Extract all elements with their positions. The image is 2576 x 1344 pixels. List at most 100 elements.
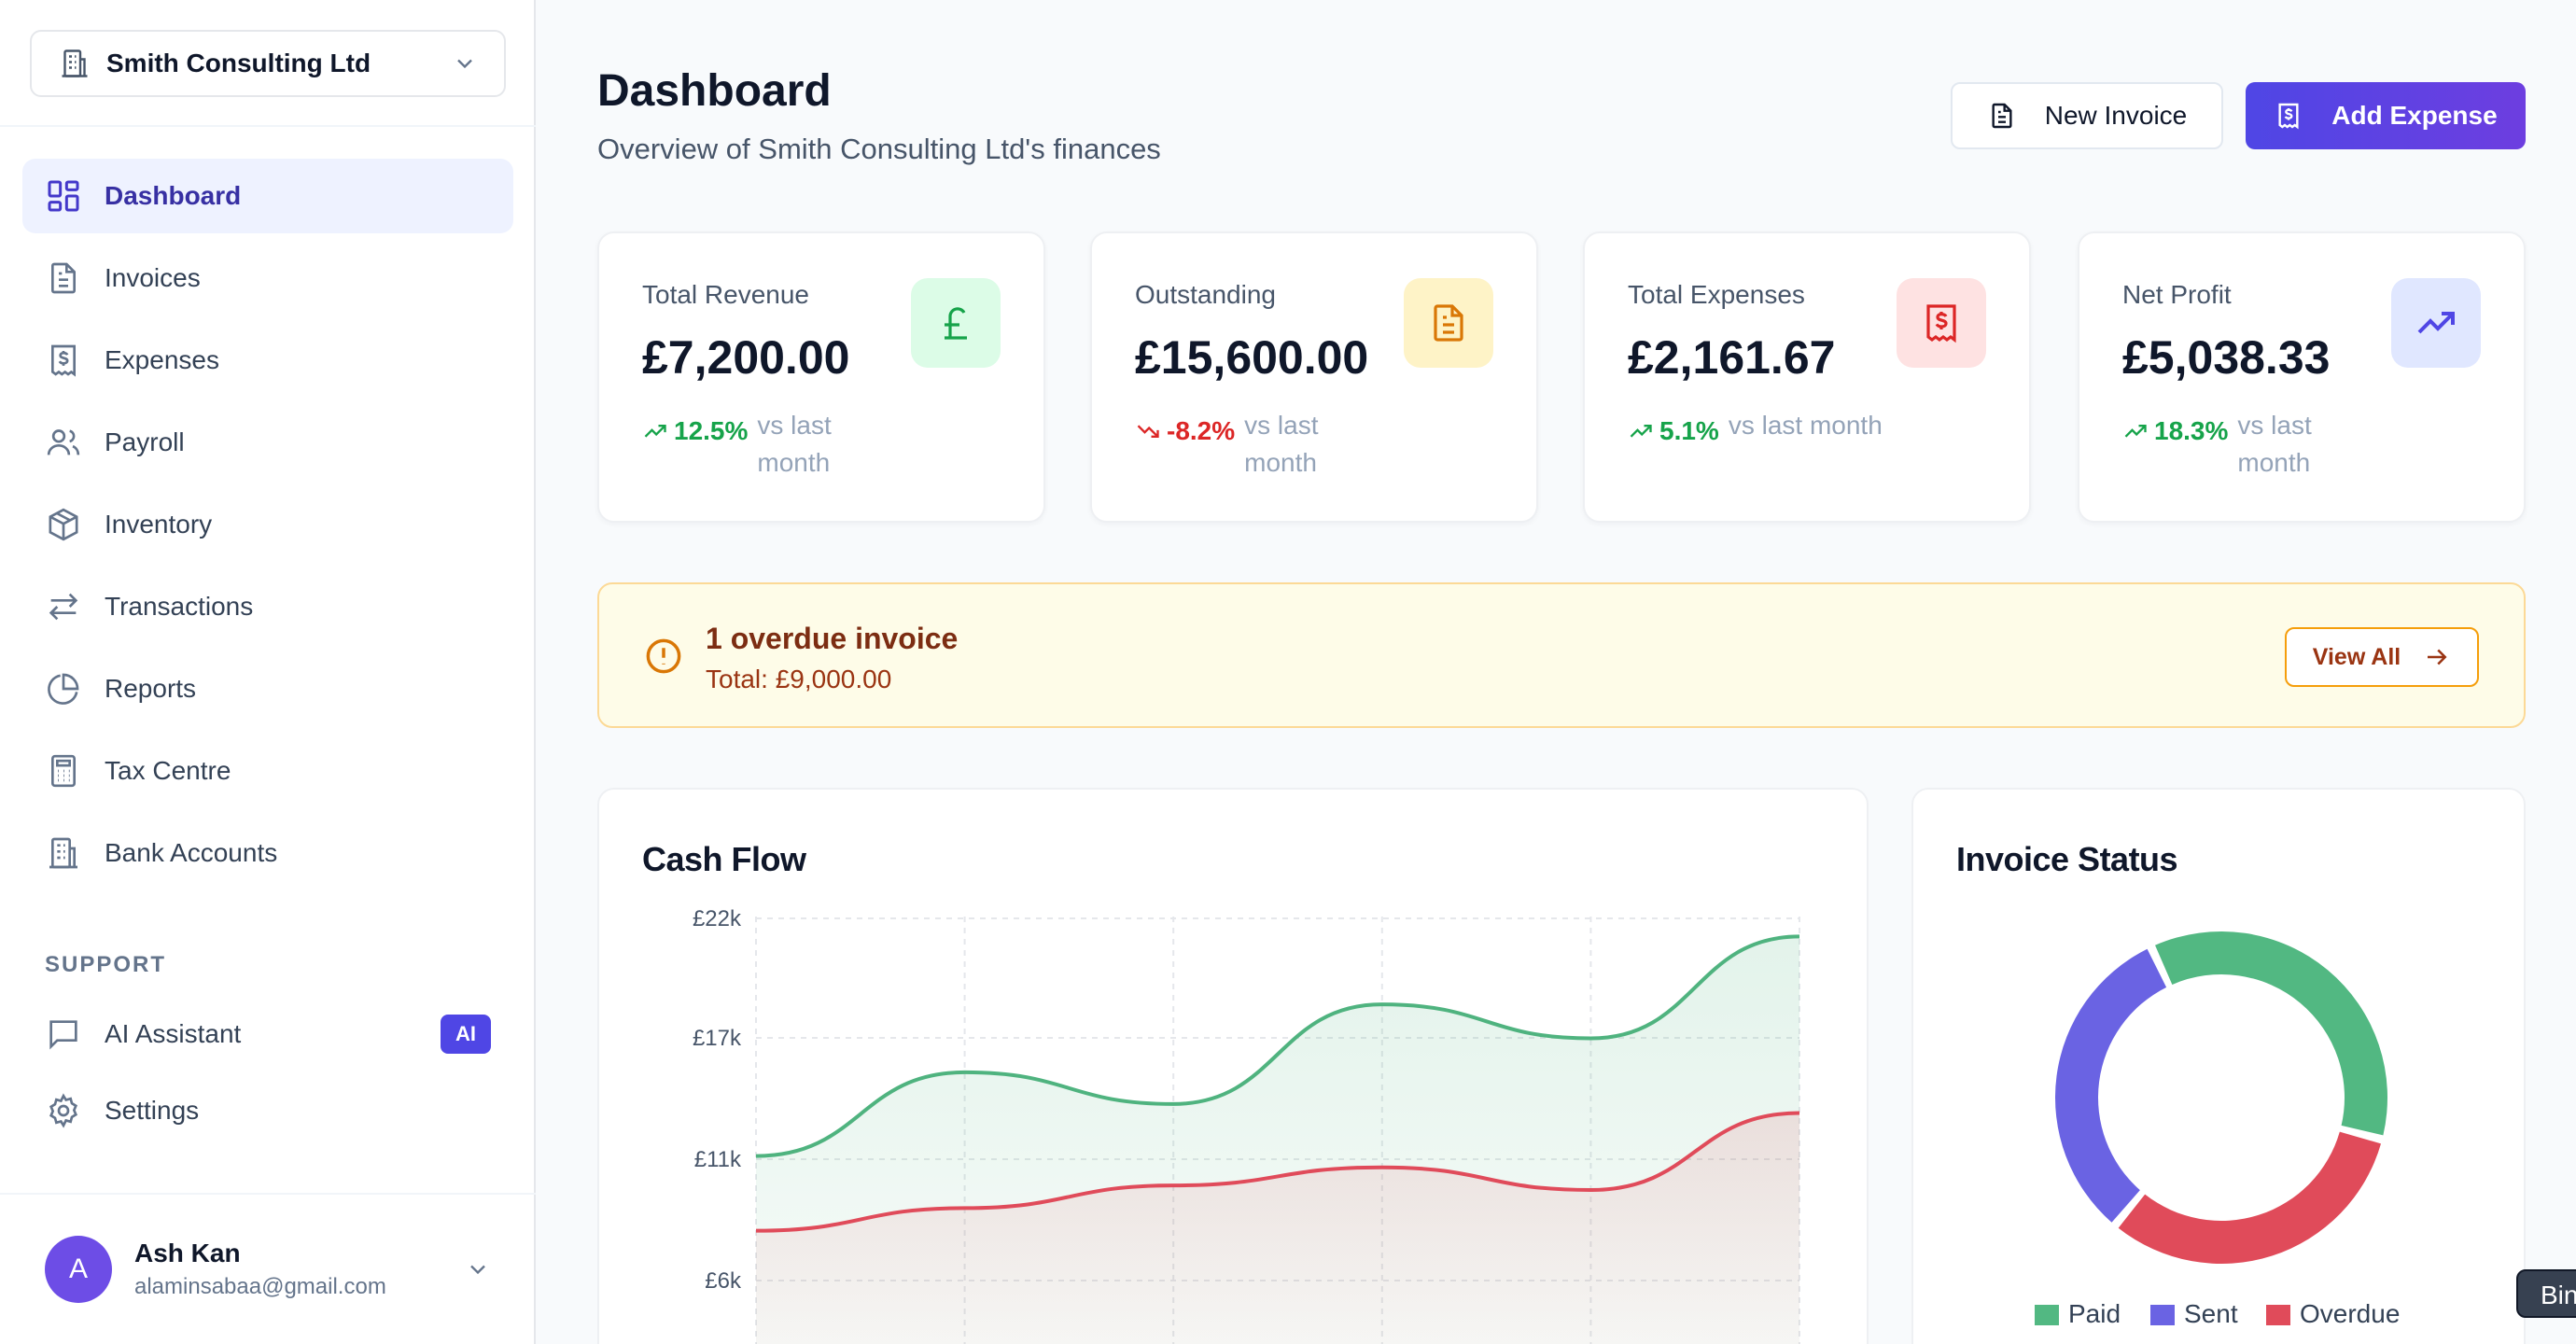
ai-badge: AI bbox=[441, 1015, 491, 1054]
trending-up-icon bbox=[1630, 425, 1652, 438]
sidebar-item-label: Inventory bbox=[105, 510, 213, 539]
series-line bbox=[755, 934, 1800, 1158]
chevron-down-icon bbox=[457, 59, 472, 69]
legend-label: Overdue bbox=[2300, 1299, 2400, 1328]
sidebar-item-label: Bank Accounts bbox=[105, 838, 278, 867]
chat-icon bbox=[49, 1020, 77, 1050]
building-icon bbox=[62, 49, 88, 77]
tooltip: Bin bbox=[2516, 1269, 2576, 1318]
arrows-icon bbox=[49, 593, 78, 621]
invoice-status-title: Invoice Status bbox=[1956, 840, 2178, 878]
alert-circle-icon bbox=[646, 638, 681, 674]
new-invoice-label: New Invoice bbox=[2044, 101, 2188, 130]
sidebar-item-label: Invoices bbox=[105, 263, 201, 292]
user-email: alaminsabaa@gmail.com bbox=[134, 1274, 386, 1299]
sidebar-item-payroll[interactable]: Payroll bbox=[22, 405, 513, 480]
stat-value: £5,038.33 bbox=[2122, 331, 2331, 384]
sidebar-item-invoices[interactable]: Invoices bbox=[22, 241, 513, 315]
sidebar-item-reports[interactable]: Reports bbox=[22, 651, 513, 726]
support-section-title: SUPPORT bbox=[45, 952, 167, 977]
donut-slice-overdue bbox=[2118, 1131, 2382, 1264]
stat-comparison: vs last month bbox=[757, 411, 832, 477]
pie-chart-icon bbox=[48, 673, 79, 705]
stat-percent: 5.1% bbox=[1659, 416, 1719, 445]
stat-comparison: vs last month bbox=[1244, 411, 1319, 477]
sidebar-divider bbox=[0, 125, 536, 127]
dashboard-icon bbox=[48, 180, 79, 212]
donut-slice-paid bbox=[2155, 931, 2387, 1136]
stat-card-total-revenue: Total Revenue £7,200.00 12.5% vs last mo… bbox=[597, 231, 1045, 523]
sidebar-item-bank-accounts[interactable]: Bank Accounts bbox=[22, 816, 513, 890]
stat-label: Outstanding bbox=[1135, 280, 1276, 309]
sidebar-item-settings[interactable]: Settings bbox=[22, 1073, 513, 1148]
document-icon bbox=[1434, 304, 1463, 342]
legend-swatch bbox=[2266, 1305, 2290, 1325]
document-icon bbox=[51, 262, 76, 294]
stat-trend: 5.1% vs last month bbox=[1628, 407, 1883, 446]
sidebar-item-tax-centre[interactable]: Tax Centre bbox=[22, 734, 513, 808]
y-tick-label: £11k bbox=[694, 1147, 742, 1172]
stat-icon-box bbox=[911, 278, 1001, 368]
sidebar-item-expenses[interactable]: Expenses bbox=[22, 323, 513, 398]
page-subtitle: Overview of Smith Consulting Ltd's finan… bbox=[597, 133, 1161, 165]
gear-icon bbox=[49, 1093, 78, 1128]
stat-trend: 18.3% vs last month bbox=[2122, 407, 2349, 482]
sidebar-item-label: Payroll bbox=[105, 427, 185, 456]
trending-up-icon bbox=[644, 425, 666, 438]
organization-selector[interactable]: Smith Consulting Ltd bbox=[30, 30, 506, 97]
building-icon bbox=[49, 837, 77, 869]
box-icon bbox=[49, 508, 78, 541]
sidebar-item-label: Expenses bbox=[105, 345, 219, 374]
legend-swatch bbox=[2150, 1305, 2175, 1325]
sidebar-item-label: Reports bbox=[105, 674, 197, 703]
sidebar-nav: Dashboard Invoices Expenses Payroll Inve… bbox=[22, 159, 513, 898]
avatar: A bbox=[45, 1236, 112, 1303]
stat-icon-box bbox=[1897, 278, 1986, 368]
trending-down-icon bbox=[1137, 425, 1159, 438]
add-expense-button[interactable]: Add Expense bbox=[2246, 82, 2526, 149]
sidebar-item-inventory[interactable]: Inventory bbox=[22, 487, 513, 562]
stat-card-net-profit: Net Profit £5,038.33 18.3% vs last month bbox=[2078, 231, 2526, 523]
stat-label: Total Revenue bbox=[642, 280, 810, 309]
trending-up-icon bbox=[2124, 425, 2147, 438]
sidebar-item-transactions[interactable]: Transactions bbox=[22, 569, 513, 644]
sidebar-item-label: AI Assistant bbox=[105, 1019, 242, 1048]
view-all-button[interactable]: View All bbox=[2285, 627, 2479, 687]
receipt-icon bbox=[2278, 103, 2299, 130]
stat-value: £2,161.67 bbox=[1628, 331, 1836, 384]
sidebar-item-ai-assistant[interactable]: AI Assistant AI bbox=[22, 997, 513, 1071]
y-tick-label: £6k bbox=[705, 1268, 742, 1294]
stat-label: Total Expenses bbox=[1628, 280, 1805, 309]
series-area bbox=[756, 1113, 1799, 1344]
new-invoice-button[interactable]: New Invoice bbox=[1951, 82, 2223, 149]
stat-percent: 18.3% bbox=[2154, 416, 2229, 445]
stat-percent: 12.5% bbox=[674, 416, 749, 445]
receipt-icon bbox=[51, 344, 76, 377]
stat-comparison: vs last month bbox=[2237, 411, 2312, 477]
user-menu[interactable]: A Ash Kan alaminsabaa@gmail.com bbox=[0, 1193, 536, 1344]
y-tick-label: £17k bbox=[693, 1026, 742, 1051]
document-icon bbox=[1992, 103, 2012, 129]
sidebar-item-label: Dashboard bbox=[105, 181, 242, 210]
donut-slice-sent bbox=[2055, 948, 2167, 1223]
user-info: Ash Kan alaminsabaa@gmail.com bbox=[134, 1239, 465, 1300]
pound-icon bbox=[945, 307, 967, 340]
stat-percent: -8.2% bbox=[1167, 416, 1236, 445]
cash-flow-title: Cash Flow bbox=[642, 840, 806, 878]
page-title: Dashboard bbox=[597, 66, 832, 116]
stat-value: £15,600.00 bbox=[1135, 331, 1369, 384]
stat-value: £7,200.00 bbox=[642, 331, 850, 384]
stat-label: Net Profit bbox=[2122, 280, 2232, 309]
view-all-label: View All bbox=[2312, 643, 2401, 670]
y-tick-label: £22k bbox=[693, 906, 742, 931]
add-expense-label: Add Expense bbox=[2331, 101, 2498, 130]
invoice-status-chart: Paid Sent Overdue bbox=[2035, 931, 2400, 1328]
stat-icon-box bbox=[2391, 278, 2481, 368]
user-name: Ash Kan bbox=[134, 1239, 241, 1267]
alert-title: 1 overdue invoice bbox=[706, 622, 959, 655]
cash-flow-panel: Cash Flow £22k £17k £11k £6k bbox=[597, 788, 1869, 1344]
stat-card-total-expenses: Total Expenses £2,161.67 5.1% vs last mo… bbox=[1583, 231, 2031, 523]
receipt-icon bbox=[1926, 304, 1956, 343]
trending-up-icon bbox=[2417, 312, 2455, 334]
sidebar-item-dashboard[interactable]: Dashboard bbox=[22, 159, 513, 233]
